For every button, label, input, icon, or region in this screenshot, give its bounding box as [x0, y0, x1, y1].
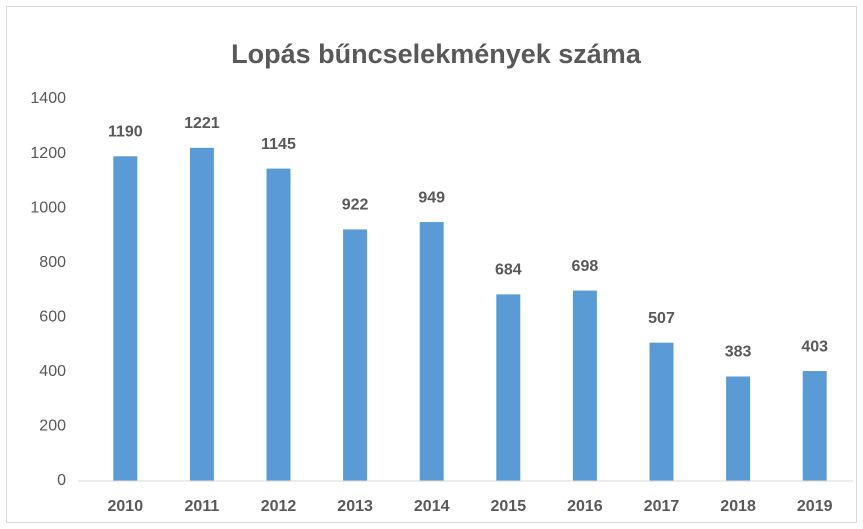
y-tick-label: 200: [39, 418, 66, 435]
bar: [726, 376, 751, 481]
data-label: 507: [648, 310, 675, 327]
data-label: 922: [342, 197, 369, 214]
bar: [189, 147, 214, 481]
bar: [343, 229, 368, 481]
chart-title: Lopás bűncselekmények száma: [231, 39, 642, 69]
x-tick-label: 2010: [108, 498, 144, 515]
y-tick-label: 1200: [30, 145, 66, 162]
data-label: 1221: [184, 115, 220, 132]
bar: [802, 371, 827, 481]
x-tick-label: 2011: [185, 498, 220, 515]
y-tick-label: 1400: [30, 90, 66, 107]
x-tick-label: 2015: [491, 498, 527, 515]
x-tick-label: 2017: [644, 498, 680, 515]
bar: [113, 156, 138, 482]
bar: [649, 342, 674, 481]
y-tick-label: 600: [39, 309, 66, 326]
x-tick-label: 2012: [261, 498, 297, 515]
bar: [266, 168, 291, 482]
data-label: 698: [572, 258, 599, 275]
data-label: 949: [418, 189, 445, 206]
bar: [572, 290, 597, 481]
data-label: 383: [725, 344, 752, 361]
data-label: 684: [495, 262, 522, 279]
data-label: 1145: [261, 136, 296, 153]
y-tick-label: 800: [39, 254, 66, 271]
x-tick-label: 2014: [414, 498, 450, 515]
y-tick-label: 400: [39, 363, 66, 380]
x-tick-label: 2016: [567, 498, 603, 515]
bar: [419, 222, 444, 481]
x-tick-label: 2013: [337, 498, 373, 515]
y-tick-label: 1000: [30, 199, 66, 216]
data-label: 403: [801, 338, 828, 355]
y-tick-label: 0: [57, 472, 66, 489]
x-tick-label: 2018: [720, 498, 756, 515]
data-label: 1190: [108, 124, 143, 141]
x-tick-label: 2019: [797, 498, 833, 515]
bar: [496, 294, 521, 481]
